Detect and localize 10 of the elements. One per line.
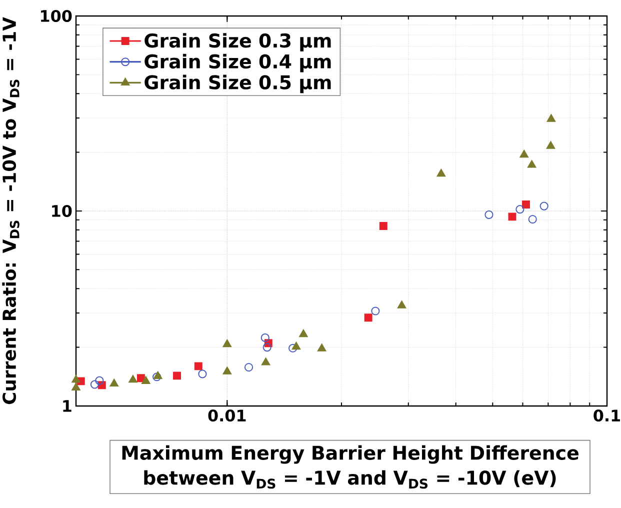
legend-label: Grain Size 0.5 µm	[144, 74, 331, 94]
x-axis-title: Maximum Energy Barrier Height Difference between V$_{DS}$ = -1V and V$_{DS}$ = -10V (eV)	[122, 445, 578, 489]
y-tick-label: 100	[41, 10, 72, 22]
legend-label: Grain Size 0.4 µm	[144, 54, 331, 72]
y-tick-label: 1	[63, 400, 72, 412]
y-axis-title: Current Ratio: V$_{DS}$ = -10V to V$_{DS}$ = -1V	[2, 17, 20, 404]
x-tick-label: 0.1	[594, 410, 620, 422]
y-tick-label: 10	[52, 204, 72, 218]
legend-label: Grain Size 0.3 µm	[144, 33, 331, 52]
x-tick-label: 0.01	[208, 410, 246, 422]
